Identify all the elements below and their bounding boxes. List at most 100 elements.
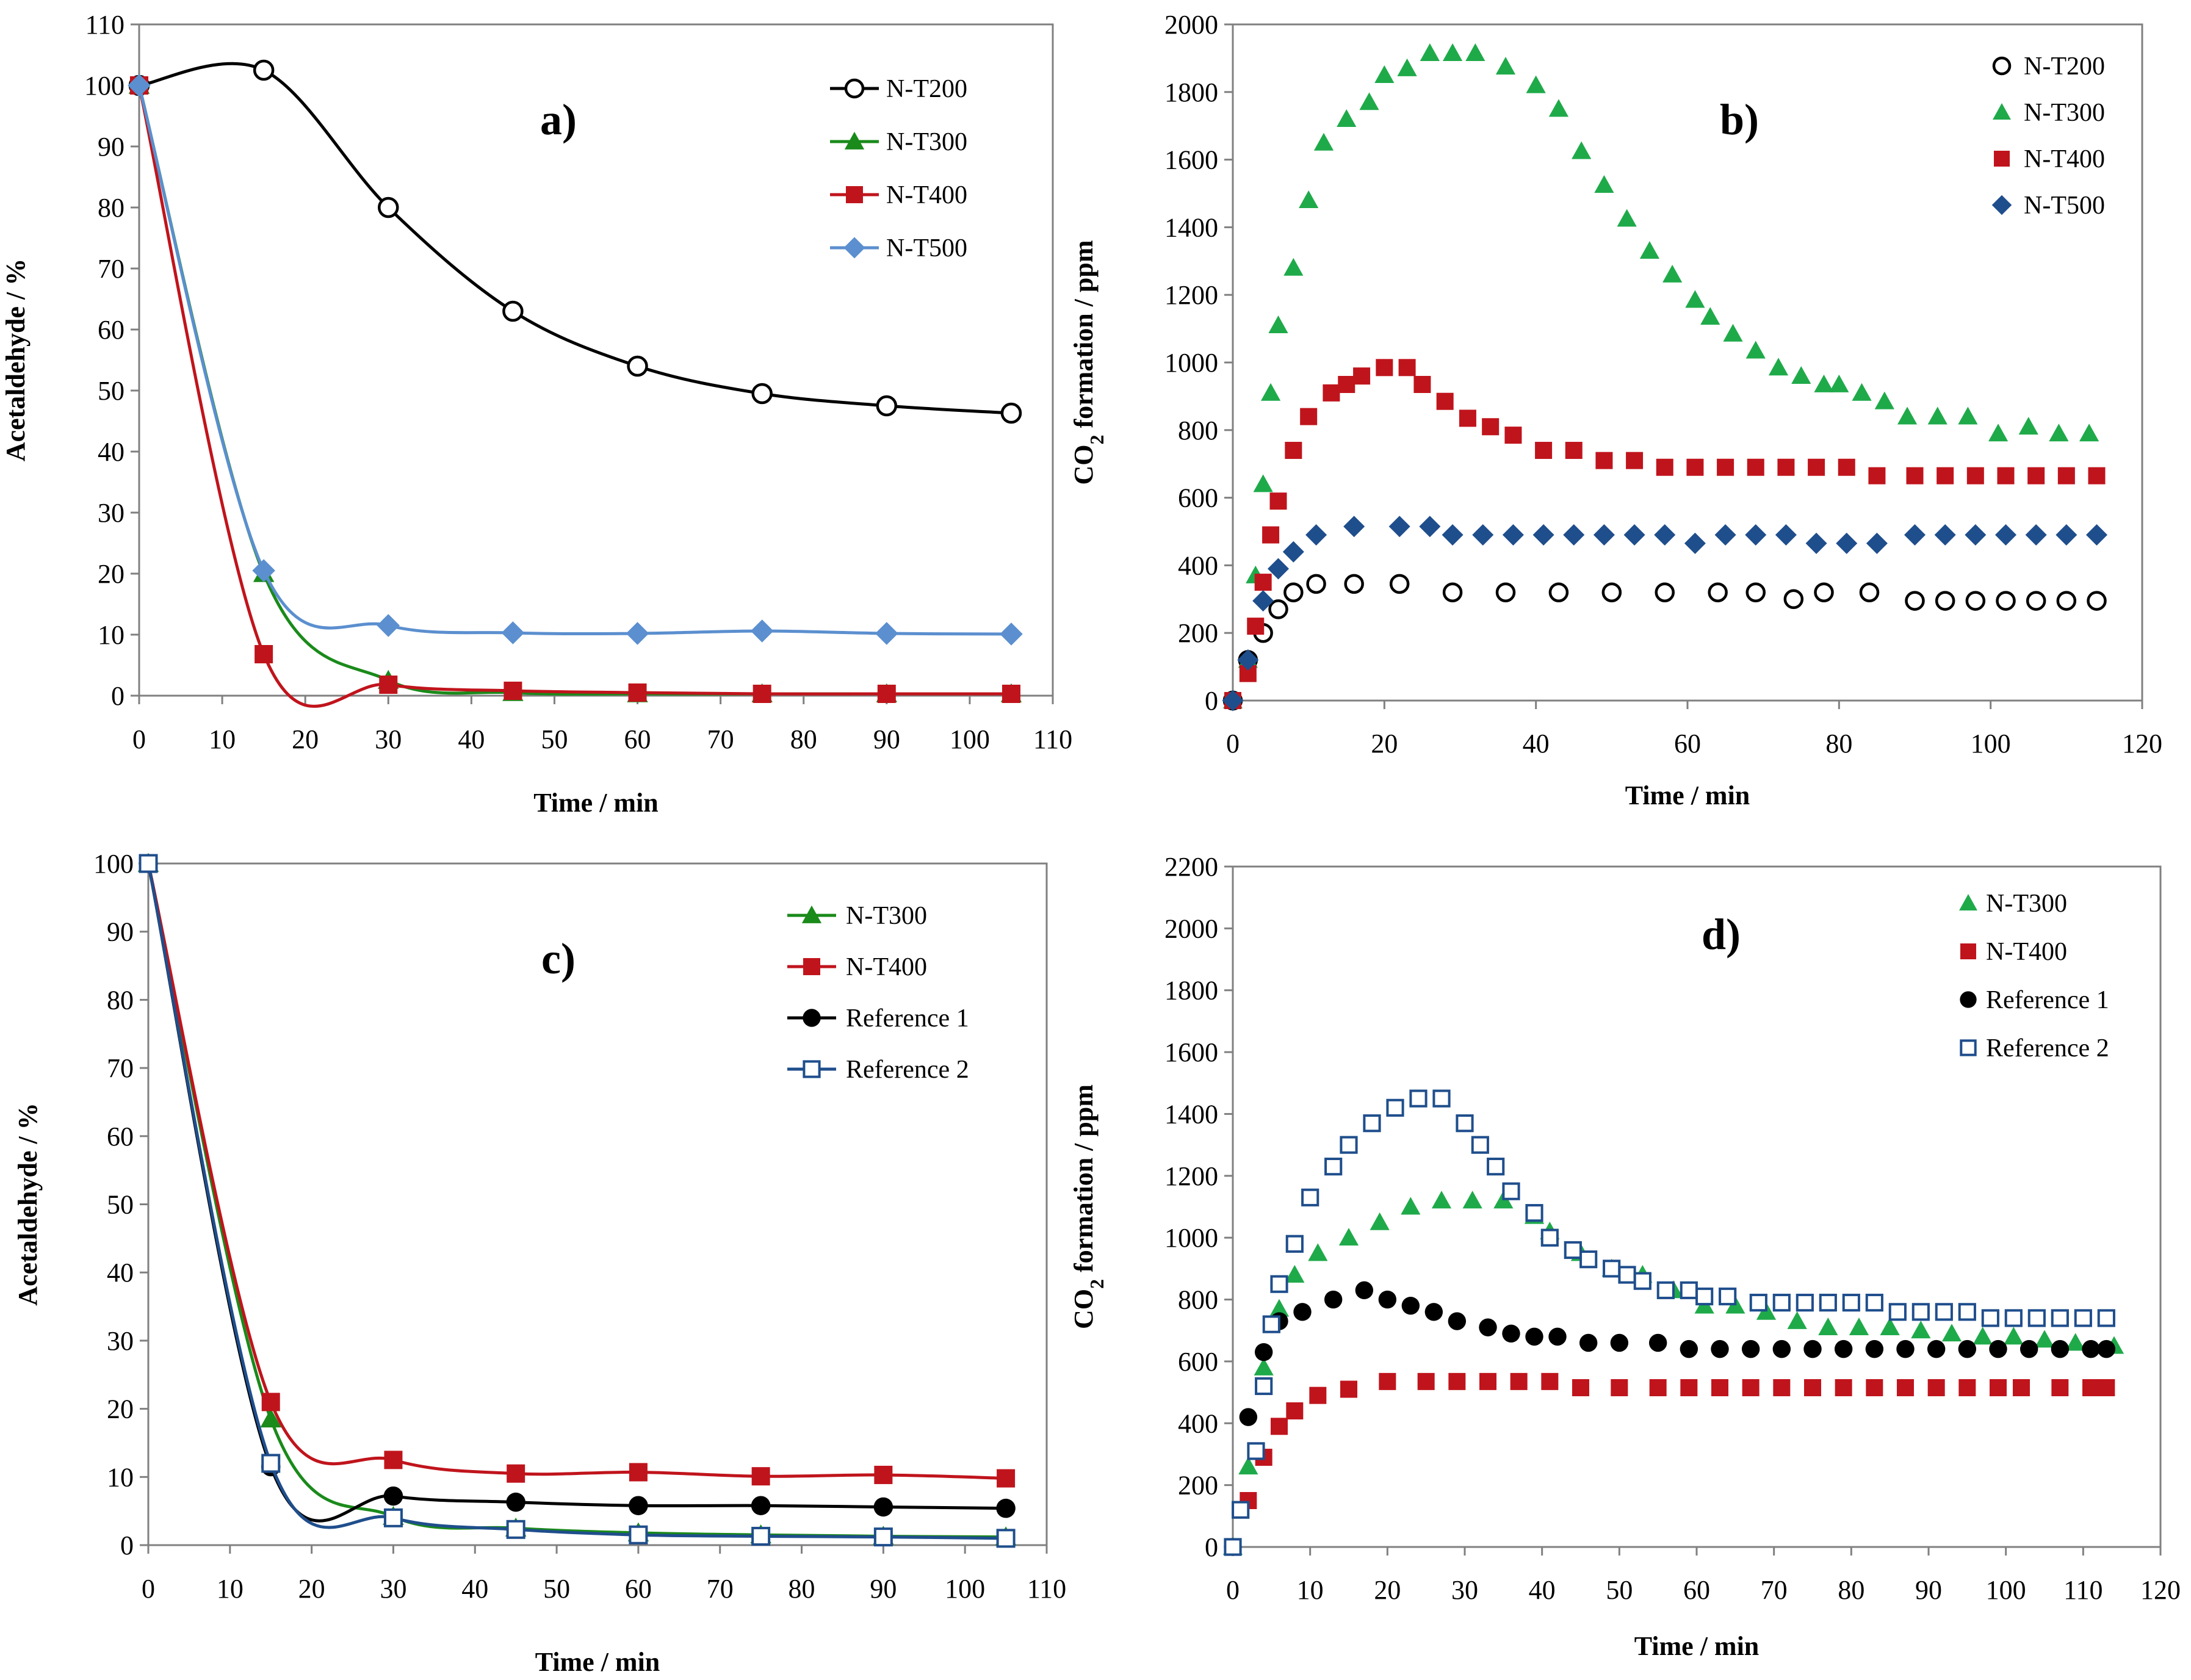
data-point — [1838, 458, 1855, 476]
data-point — [1389, 574, 1410, 594]
data-point — [1239, 1408, 1258, 1426]
data-point — [1842, 1294, 1860, 1312]
data-point — [997, 1469, 1016, 1488]
data-point — [1633, 1272, 1651, 1290]
data-point — [1431, 1191, 1452, 1209]
data-point — [629, 1525, 648, 1545]
data-point — [1686, 458, 1704, 476]
y-tick-label: 100 — [93, 849, 134, 879]
x-tick-label: 50 — [541, 724, 568, 754]
data-point — [1775, 524, 1797, 546]
legend-label: N-T400 — [2024, 145, 2105, 173]
data-point — [1680, 1379, 1698, 1396]
x-axis-title: Time / min — [533, 788, 659, 818]
data-point — [1603, 1260, 1621, 1278]
data-point — [1888, 1303, 1907, 1321]
data-point — [1255, 1377, 1273, 1396]
data-point — [378, 196, 399, 218]
data-point — [2097, 1339, 2116, 1358]
data-point — [1695, 1287, 1714, 1306]
data-point — [1283, 582, 1304, 602]
y-tick-label: 0 — [111, 681, 125, 711]
data-point — [1338, 376, 1355, 394]
data-point — [1540, 1228, 1559, 1247]
y-axis-title: Acetaldehyde / % — [1, 259, 31, 461]
data-point — [1252, 590, 1274, 612]
data-point — [506, 1492, 525, 1512]
y-tick-label: 800 — [1178, 1285, 1218, 1315]
x-tick-label: 80 — [789, 1574, 815, 1604]
x-tick-label: 60 — [1683, 1575, 1710, 1605]
data-point — [1432, 1089, 1451, 1108]
data-point — [1777, 458, 1795, 476]
data-point — [1305, 524, 1327, 546]
legend-label: N-T300 — [846, 902, 927, 930]
x-tick-label: 70 — [707, 1574, 734, 1604]
data-point — [502, 300, 524, 322]
data-point — [627, 355, 648, 377]
y-axis-title-rest: formation / ppm — [1069, 1084, 1099, 1279]
data-point — [751, 1496, 771, 1515]
data-point — [2065, 1333, 2085, 1351]
data-point — [1502, 1324, 1520, 1343]
data-point — [1935, 591, 1955, 611]
panel-a-chart: 0 10 20 30 40 50 60 70 80 90 100 110 0 10 20 30 40 50 60 70… — [1, 10, 1072, 818]
y-tick-label: 1600 — [1164, 145, 1218, 175]
data-point — [1324, 1290, 1343, 1309]
panel-d-chart: 0200400600800100012001400160018002000220… — [1069, 852, 2181, 1661]
data-point — [1532, 524, 1554, 546]
legend-marker — [1993, 103, 2011, 120]
data-point — [1285, 1264, 1305, 1283]
data-point — [1749, 1294, 1767, 1312]
data-point — [1472, 524, 1494, 546]
data-point — [1773, 1379, 1791, 1396]
axes: 0 10 20 30 40 50 60 70 80 90 100 110 0 10 20 30 40 50 60 70… — [84, 10, 1072, 754]
data-point — [2087, 591, 2107, 611]
y-tick-label: 30 — [98, 498, 125, 528]
data-point — [1535, 442, 1553, 460]
x-tick-label: 40 — [1523, 729, 1550, 759]
y-tick-label: 2000 — [1164, 10, 1218, 40]
y-tick-label: 1400 — [1164, 1099, 1218, 1129]
y-tick-label: 40 — [98, 437, 125, 467]
data-point — [1814, 582, 1834, 602]
legend-marker — [801, 905, 822, 923]
data-point — [1343, 516, 1365, 538]
data-point — [1865, 1339, 1884, 1358]
y-tick-label: 2200 — [1164, 852, 1218, 882]
data-point — [1601, 582, 1622, 602]
y-tick-label: 100 — [84, 71, 125, 101]
legend-label: Reference 2 — [846, 1056, 969, 1084]
data-point — [1684, 532, 1706, 554]
data-point — [2097, 1309, 2115, 1327]
data-point — [1745, 524, 1767, 546]
data-point — [1849, 1318, 1869, 1336]
data-point — [1787, 1311, 1807, 1329]
y-tick-label: 0 — [1205, 686, 1218, 716]
x-tick-label: 110 — [2063, 1575, 2103, 1605]
x-tick-label: 70 — [1761, 1575, 1788, 1605]
data-point — [379, 676, 398, 694]
data-point — [2027, 467, 2045, 485]
y-tick-label: 800 — [1178, 416, 1218, 445]
series-n-t400 — [130, 76, 1020, 708]
data-point — [1859, 582, 1880, 602]
data-point — [1747, 458, 1764, 476]
data-point — [1768, 358, 1789, 376]
data-point — [1700, 307, 1720, 325]
x-tick-label: 60 — [624, 724, 651, 754]
x-tick-label: 30 — [375, 724, 402, 754]
data-point — [1293, 1303, 1312, 1321]
data-point — [1487, 1158, 1505, 1176]
x-tick-label: 120 — [2122, 729, 2162, 759]
y-tick-label: 200 — [1178, 1471, 1218, 1501]
legend-label: Reference 1 — [846, 1004, 969, 1033]
y-axis-title-rest: formation / ppm — [1069, 240, 1099, 435]
data-point — [1988, 424, 2009, 442]
data-point — [1796, 1294, 1814, 1312]
data-point — [1502, 1182, 1520, 1200]
series-n-t200 — [128, 59, 1022, 424]
data-point — [1420, 43, 1440, 61]
data-point — [1442, 524, 1464, 546]
data-point — [1649, 1379, 1667, 1396]
